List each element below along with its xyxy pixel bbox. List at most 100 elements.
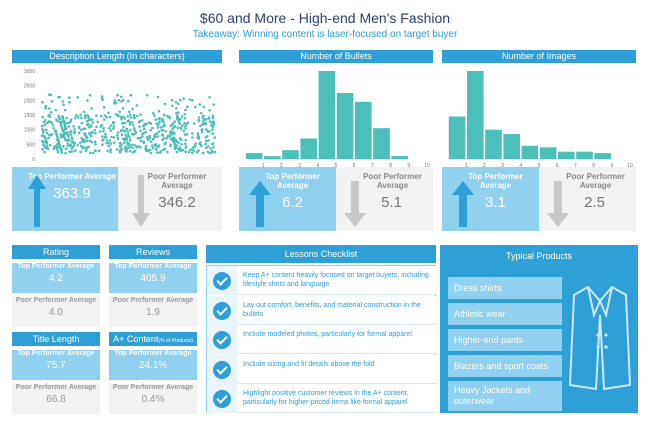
scatter-point	[65, 127, 68, 130]
scatter-point	[175, 107, 178, 110]
checkmark-icon	[213, 272, 231, 290]
scatter-point	[66, 142, 69, 145]
scatter-point	[133, 129, 136, 132]
checkmark-icon	[213, 390, 231, 409]
scatter-point	[56, 135, 59, 138]
scatter-point	[119, 116, 123, 119]
scatter-point	[191, 151, 194, 155]
bar	[485, 129, 502, 159]
checklist-item: Keep A+ content heavily focused on targe…	[207, 266, 437, 295]
reviews-top-label: Top Performer Average	[114, 263, 192, 270]
scatter-point	[50, 132, 54, 136]
scatter-point	[170, 98, 174, 102]
scatter-point	[135, 145, 139, 148]
scatter-point	[161, 128, 165, 132]
scatter-point	[201, 116, 205, 119]
scatter-point	[102, 106, 106, 109]
scatter-point	[80, 121, 84, 125]
scatter-point	[57, 141, 61, 144]
x-tick-label: 8	[389, 163, 392, 169]
scatter-point	[173, 132, 176, 135]
scatter-point	[112, 127, 115, 130]
scatter-point	[199, 141, 202, 144]
scatter-point	[127, 99, 130, 103]
scatter-point	[96, 120, 100, 124]
scatter-point	[147, 121, 151, 124]
scatter-point	[200, 144, 203, 148]
scatter-point	[184, 138, 187, 142]
scatter-point	[73, 128, 76, 131]
scatter-point	[180, 138, 183, 142]
scatter-point	[143, 122, 146, 126]
x-tick-label: 3	[298, 163, 301, 169]
scatter-point	[54, 108, 58, 112]
scatter-point	[98, 130, 102, 133]
scatter-point	[148, 148, 152, 152]
x-tick-label: 4	[519, 163, 522, 169]
x-tick-label: 3	[501, 163, 504, 169]
scatter-point	[159, 126, 163, 129]
scatter-point	[156, 135, 159, 138]
x-tick-label: 2	[483, 163, 486, 169]
checklist-item-text: Keep A+ content heavily focused on targe…	[243, 272, 429, 288]
scatter-point	[131, 121, 134, 124]
y-tick-label: 3000	[24, 69, 35, 75]
aplus-poor-value: 0.4%	[141, 394, 165, 405]
scatter-point	[95, 125, 98, 128]
product-item: Higher-end pants	[448, 329, 562, 351]
scatter-point	[184, 150, 187, 153]
scatter-point	[86, 99, 89, 102]
scatter-point	[184, 124, 187, 128]
scatter-point	[47, 93, 51, 96]
scatter-point	[109, 124, 112, 127]
scatter-point	[141, 119, 144, 122]
y-tick-label: 500	[27, 142, 36, 148]
scatter-point	[48, 107, 51, 110]
scatter-point	[212, 146, 215, 149]
scatter-point	[95, 114, 98, 117]
scatter-point	[172, 139, 176, 142]
scatter-point	[68, 96, 71, 99]
scatter-point	[208, 96, 211, 99]
scatter-point	[179, 99, 182, 102]
x-tick-label: 2	[280, 163, 283, 169]
bar	[539, 147, 557, 159]
scatter-point	[179, 149, 183, 152]
scatter-point	[170, 130, 173, 133]
rating-top-label: Top Performer Average	[17, 263, 95, 270]
scatter-point	[100, 114, 103, 118]
scatter-point	[126, 130, 130, 134]
scatter-point	[157, 109, 161, 113]
scatter-point	[181, 149, 185, 152]
aplus-poor-label: Poor Performer Average	[112, 384, 194, 391]
scatter-point	[118, 110, 122, 114]
scatter-point	[116, 137, 120, 141]
scatter-point	[58, 117, 62, 121]
scatter-point	[171, 127, 175, 130]
scatter-point	[61, 128, 64, 132]
scatter-point	[183, 116, 187, 120]
product-item: Heavy Jackets and outerwear	[448, 381, 562, 411]
bar	[594, 153, 611, 159]
scatter-point	[73, 131, 76, 135]
scatter-point	[142, 124, 146, 128]
scatter-point	[163, 142, 166, 145]
scatter-point	[211, 132, 215, 135]
scatter-point	[180, 115, 184, 118]
scatter-point	[128, 123, 132, 126]
scatter-point	[93, 128, 96, 132]
scatter-point	[76, 143, 79, 147]
scatter-point	[206, 145, 210, 148]
scatter-point	[207, 139, 210, 142]
scatter-point	[110, 135, 114, 139]
scatter-point	[140, 135, 144, 139]
scatter-point	[127, 119, 131, 122]
images-top-performer: Top Performer Average 3.1	[442, 167, 539, 231]
bar	[521, 145, 539, 159]
y-tick-label: 2000	[24, 98, 35, 104]
scatter-point	[122, 126, 125, 129]
scatter-point	[43, 123, 47, 127]
x-tick-label: 5	[538, 163, 541, 169]
scatter-point	[128, 113, 132, 116]
scatter-point	[206, 130, 210, 134]
